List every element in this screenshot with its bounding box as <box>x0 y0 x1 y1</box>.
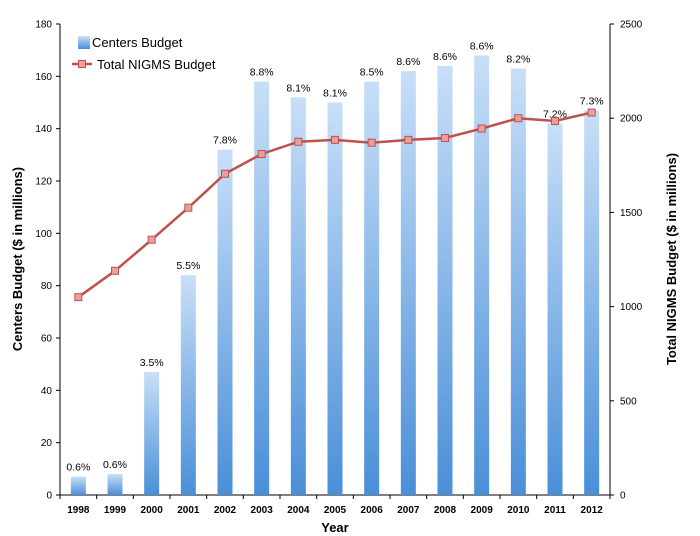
bar-2012 <box>584 110 600 495</box>
right-tick-label: 1000 <box>620 302 643 313</box>
x-tick-label: 1999 <box>104 505 127 516</box>
left-tick-label: 160 <box>35 72 52 83</box>
right-tick-label: 0 <box>620 491 626 502</box>
left-axis-title: Centers Budget ($ in millions) <box>10 167 25 351</box>
legend-item-centers: Centers Budget <box>78 35 183 50</box>
right-tick-label: 500 <box>620 396 637 407</box>
bar-data-label: 8.6% <box>470 40 494 52</box>
bar-data-label: 8.5% <box>360 67 384 79</box>
nigms-point-2012 <box>587 108 596 117</box>
x-tick-label: 2001 <box>177 505 200 516</box>
left-tick-label: 140 <box>35 124 52 135</box>
right-axis-ticks: 0 500 1000 1500 2000 2500 <box>610 20 643 502</box>
bar-data-label: 8.1% <box>323 88 347 100</box>
bar-data-label: 5.5% <box>176 260 200 272</box>
nigms-point-2011 <box>551 117 559 126</box>
x-axis-title: Year <box>321 520 348 535</box>
left-axis-ticks: 0 20 40 60 80 100 120 140 160 180 <box>35 20 60 502</box>
right-tick-label: 1500 <box>620 208 643 219</box>
x-tick-label: 2012 <box>581 505 604 516</box>
bar-1998 <box>70 476 86 495</box>
x-tick-label: 1998 <box>67 505 90 516</box>
nigms-point-1999 <box>111 266 119 275</box>
bar-2005 <box>327 102 343 495</box>
left-tick-label: 0 <box>46 491 52 502</box>
x-tick-label: 2004 <box>287 505 310 516</box>
nigms-point-2004 <box>294 137 303 146</box>
left-tick-label: 60 <box>41 334 53 345</box>
bar-2000 <box>144 372 160 495</box>
bar-data-label: 8.6% <box>396 56 420 68</box>
left-tick-label: 180 <box>35 20 52 31</box>
x-tick-label: 2003 <box>251 505 274 516</box>
nigms-point-2002 <box>221 169 229 178</box>
legend-label-nigms: Total NIGMS Budget <box>97 57 216 72</box>
bar-data-label: 0.6% <box>103 459 127 471</box>
legend: Centers Budget Total NIGMS Budget <box>72 35 216 72</box>
left-tick-label: 120 <box>35 177 52 188</box>
x-tick-label: 2000 <box>141 505 164 516</box>
x-tick-label: 2005 <box>324 505 347 516</box>
x-tick-label: 2007 <box>397 505 420 516</box>
bar-data-label: 8.8% <box>250 67 274 79</box>
nigms-point-2007 <box>404 135 413 144</box>
legend-label-centers: Centers Budget <box>92 35 183 50</box>
nigms-point-2010 <box>514 114 523 123</box>
bar-data-label: 8.6% <box>433 51 457 63</box>
x-tick-label: 2010 <box>507 505 530 516</box>
x-tick-label: 2006 <box>361 505 384 516</box>
nigms-point-2005 <box>331 135 339 144</box>
x-axis-tick-labels: 1998 1999 2000 2001 2002 2003 2004 2005 2006 2007… <box>59 495 611 516</box>
nigms-point-1998 <box>74 293 83 302</box>
x-tick-label: 2002 <box>214 505 237 516</box>
nigms-point-2003 <box>257 149 266 158</box>
legend-swatch-nigms-marker <box>78 60 86 68</box>
bar-2001 <box>180 275 196 495</box>
bar-2007 <box>400 71 416 495</box>
nigms-point-2008 <box>441 133 449 142</box>
nigms-point-2001 <box>184 203 193 212</box>
left-tick-label: 40 <box>41 386 53 397</box>
bar-data-label: 3.5% <box>140 357 164 369</box>
line-series <box>74 108 596 302</box>
bar-data-label: 7.3% <box>580 95 604 107</box>
bar-2010 <box>510 68 526 495</box>
left-tick-label: 80 <box>41 281 53 292</box>
nigms-point-2006 <box>367 138 376 147</box>
legend-swatch-centers <box>78 36 90 49</box>
x-tick-label: 2009 <box>471 505 494 516</box>
bar-2003 <box>254 81 270 496</box>
left-tick-label: 20 <box>41 438 53 449</box>
bar-1999 <box>107 474 123 495</box>
bar-data-label: 8.2% <box>506 53 530 65</box>
x-tick-label: 2008 <box>434 505 457 516</box>
bar-2002 <box>217 149 233 495</box>
right-axis-title: Total NIGMS Budget ($ in millions) <box>664 153 679 365</box>
legend-item-nigms: Total NIGMS Budget <box>72 57 216 72</box>
bar-2006 <box>364 81 380 496</box>
bar-2009 <box>474 55 490 496</box>
bar-2008 <box>437 65 453 495</box>
right-tick-label: 2000 <box>620 114 643 125</box>
bar-series: 0.6% 0.6% 3.5% 5.5% 7.8% 8.8% 8.1% 8.1% 8.5% 8.6%… <box>66 40 604 496</box>
nigms-point-2000 <box>147 235 156 244</box>
bar-data-label: 7.8% <box>213 135 237 147</box>
bar-data-label: 7.2% <box>543 108 567 120</box>
x-tick-label: 2011 <box>544 505 566 516</box>
bar-data-label: 8.1% <box>286 82 310 94</box>
bar-2011 <box>547 123 563 495</box>
bar-data-label: 0.6% <box>66 462 90 474</box>
right-tick-label: 2500 <box>620 20 643 31</box>
nigms-point-2009 <box>477 124 486 133</box>
left-tick-label: 100 <box>35 229 52 240</box>
bar-2004 <box>290 97 306 496</box>
